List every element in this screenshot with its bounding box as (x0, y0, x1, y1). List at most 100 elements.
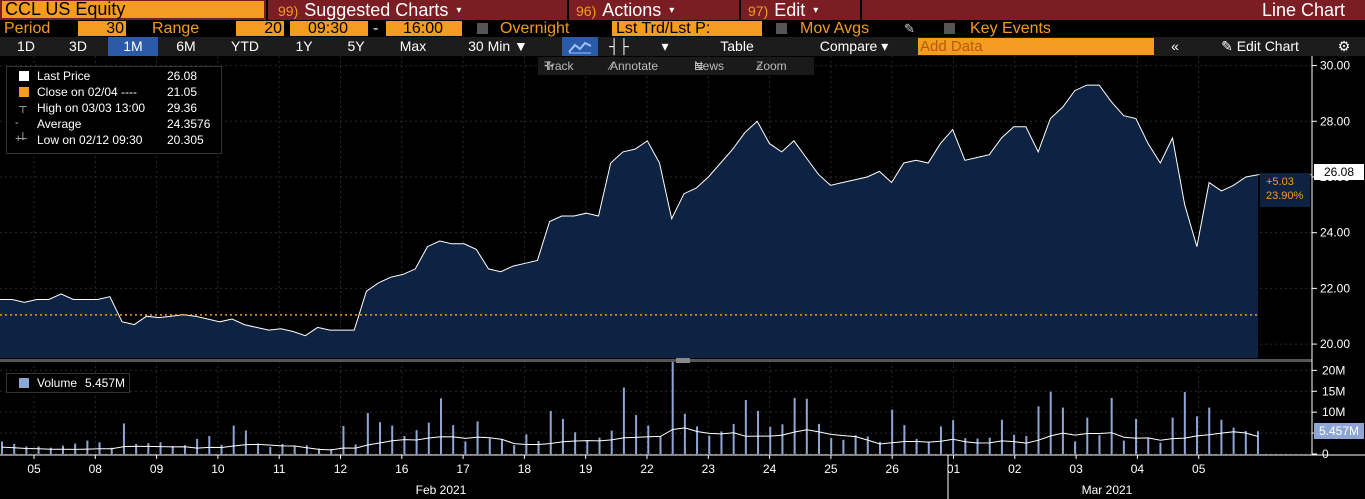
period-input[interactable]: 30 (78, 21, 126, 37)
volume-value: 5.457M (85, 376, 126, 390)
volume-bar (647, 425, 650, 454)
legend-label: Low on 02/12 09:30 (37, 133, 143, 147)
volume-bar (232, 425, 235, 454)
line-chart-icon[interactable] (562, 37, 598, 56)
volume-bar (1171, 417, 1174, 454)
candlestick-icon[interactable]: ┤├ (609, 38, 629, 54)
volume-bar (927, 442, 930, 454)
period-button-1y[interactable]: 1Y (295, 38, 313, 54)
gear-icon[interactable]: ⚙ (1337, 38, 1351, 54)
key-events-label: Key Events (970, 20, 1051, 37)
add-data-input[interactable]: Add Data (918, 38, 1154, 55)
volume-bar (439, 398, 442, 454)
period-button-ytd[interactable]: YTD (231, 38, 259, 54)
volume-bar (1086, 417, 1089, 454)
chevron-down-icon: ▾ (456, 5, 462, 17)
period-button-3d[interactable]: 3D (69, 38, 87, 54)
menu-label: Edit (774, 0, 806, 20)
orange-swatch (19, 87, 29, 97)
period-button-1m[interactable]: 1M (108, 37, 158, 56)
legend-average[interactable]: -+- Average 24.3576 (7, 116, 219, 145)
compare-label: Compare (819, 38, 878, 54)
volume-bar (659, 436, 662, 454)
x-tick-label: 26 (886, 462, 900, 476)
volume-bar (1025, 436, 1028, 454)
interval-label: 30 Min (468, 38, 511, 54)
collapse-left-icon[interactable]: « (1171, 38, 1179, 54)
crosshair-icon: ✛ (544, 59, 555, 73)
edit-menu[interactable]: 97) Edit ▾ (748, 0, 818, 20)
legend-close[interactable]: Close on 02/04 ---- 21.05 (7, 84, 219, 100)
volume-bar (732, 423, 735, 454)
volume-bar (1257, 431, 1259, 454)
period-button-max[interactable]: Max (399, 38, 427, 54)
legend-value: 21.05 (167, 85, 198, 99)
volume-bar (330, 448, 333, 454)
ticker-field[interactable]: CCL US Equity (2, 0, 264, 18)
legend-value: 20.305 (167, 133, 204, 147)
volume-bar (1049, 391, 1052, 454)
time-dash: - (373, 20, 379, 37)
period-button-1d[interactable]: 1D (17, 38, 35, 54)
volume-bar (988, 437, 991, 454)
volume-tick-label: 10M (1322, 405, 1345, 419)
last-volume-tag: 5.457M (1314, 423, 1364, 439)
interval-dropdown[interactable]: 30 Min ▼ (448, 37, 548, 56)
menu-number: 99) (278, 3, 299, 19)
legend-low[interactable]: ┴ Low on 02/12 09:30 20.305 (7, 132, 219, 148)
key-events-checkbox[interactable] (944, 23, 955, 34)
chevron-down-icon: ▾ (881, 38, 889, 54)
header-bar: CCL US Equity 99) Suggested Charts ▾ 96) Ac… (0, 0, 1365, 20)
volume-bar (135, 443, 138, 454)
period-button-6m[interactable]: 6M (176, 38, 196, 54)
x-tick-label: 05 (1192, 462, 1206, 476)
volume-bar (586, 440, 589, 454)
legend-last-price[interactable]: Last Price 26.08 (7, 68, 219, 84)
volume-bar (1244, 431, 1247, 454)
chart-type-dropdown-icon[interactable]: ▾ (661, 38, 669, 54)
table-button[interactable]: Table (720, 38, 754, 54)
volume-bar (354, 444, 357, 454)
volume-bar (208, 436, 211, 454)
legend-high[interactable]: ┬ High on 03/03 13:00 29.36 (7, 100, 219, 116)
annotate-label: Annotate (610, 59, 659, 73)
volume-bar (1122, 440, 1125, 454)
volume-bar (25, 446, 28, 454)
volume-bar (939, 426, 942, 454)
period-button-5y[interactable]: 5Y (347, 38, 365, 54)
volume-legend[interactable]: Volume 5.457M (6, 373, 130, 393)
time-from-input[interactable]: 09:30 (290, 21, 368, 37)
volume-bar (622, 387, 625, 454)
actions-menu[interactable]: 96) Actions ▾ (576, 0, 674, 20)
price-tick-label: 20.00 (1320, 337, 1350, 351)
mov-avgs-checkbox[interactable] (776, 23, 787, 34)
low-marker-icon: ┴ (19, 133, 27, 145)
edit-chart-button[interactable]: ✎ Edit Chart (1196, 37, 1324, 56)
last-trade-select[interactable]: Lst Trd/Lst P: (612, 21, 762, 37)
volume-bar (1, 441, 3, 454)
price-tick-label: 30.00 (1320, 59, 1350, 73)
volume-bar (610, 430, 613, 454)
volume-bar (244, 430, 247, 454)
range-input[interactable]: 20 (236, 21, 284, 37)
time-to-input[interactable]: 16:00 (386, 21, 462, 37)
mov-avgs-label: Mov Avgs (800, 20, 870, 37)
volume-bar (1183, 392, 1186, 454)
volume-bar (952, 420, 955, 454)
overnight-checkbox[interactable] (477, 23, 488, 34)
chevron-down-icon: ▾ (813, 5, 819, 17)
legend-value: 26.08 (167, 69, 198, 83)
suggested-charts-menu[interactable]: 99) Suggested Charts ▾ (278, 0, 461, 20)
volume-bar (744, 400, 747, 454)
volume-bar (122, 423, 125, 454)
volume-bar (1013, 434, 1016, 454)
change-percent: 23.90% (1266, 190, 1304, 202)
volume-bar (293, 446, 296, 454)
volume-bar (86, 440, 89, 454)
volume-bar (720, 431, 723, 454)
pencil-icon[interactable]: ✎ (904, 21, 915, 36)
volume-bar (159, 442, 162, 454)
volume-bar (903, 425, 906, 454)
compare-dropdown[interactable]: Compare ▾ (798, 37, 910, 56)
x-tick-label: 18 (518, 462, 532, 476)
